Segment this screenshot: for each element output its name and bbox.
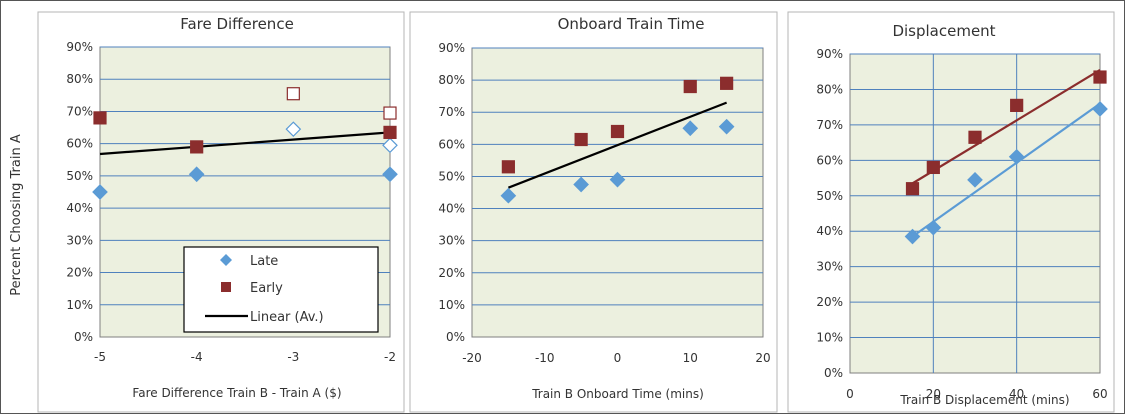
y-tick-label: 60% [816, 153, 843, 167]
early-point [926, 160, 940, 175]
y-tick-label: 90% [816, 47, 843, 61]
x-tick-label: 0 [846, 387, 854, 401]
x-tick-label: 10 [683, 351, 698, 365]
legend-label-linear: Linear (Av.) [250, 310, 324, 325]
x-axis-label: Fare Difference Train B - Train A ($) [132, 386, 341, 400]
y-tick-label: 30% [66, 233, 93, 247]
late-point [500, 187, 517, 204]
x-tick-label: 40 [1009, 387, 1024, 401]
early-point [286, 87, 300, 101]
y-tick-label: 30% [438, 234, 465, 248]
late-point [682, 120, 699, 137]
y-tick-label: 80% [438, 73, 465, 87]
late-point [718, 118, 735, 135]
y-tick-label: 0% [446, 330, 465, 344]
panel-frame [787, 11, 1115, 413]
early-point [968, 130, 982, 144]
early-point [610, 124, 625, 139]
panel-frame [409, 11, 778, 413]
x-tick-label: 20 [755, 351, 770, 365]
early-point [683, 79, 697, 94]
x-axis-label: Train B Displacement (mins) [899, 393, 1069, 407]
y-tick-label: 10% [66, 298, 93, 312]
y-tick-label: 0% [824, 366, 843, 380]
legend-box [183, 246, 379, 333]
y-tick-label: 50% [816, 189, 843, 203]
legend: Late Early Linear (Av.) [183, 246, 379, 333]
late-point [92, 184, 108, 200]
y-tick-label: 10% [438, 298, 465, 312]
trend-line [507, 101, 728, 189]
plot-area [849, 53, 1101, 374]
trend-line [911, 102, 1101, 238]
early-point [720, 76, 734, 90]
y-tick-label: 0% [74, 330, 93, 344]
y-tick-label: 40% [438, 202, 465, 216]
x-tick-label: 20 [926, 387, 941, 401]
x-tick-label: -20 [462, 351, 482, 365]
chart-title: Fare Difference [180, 15, 294, 33]
late-point [1008, 148, 1025, 165]
y-tick-label: 20% [66, 266, 93, 280]
early-point [501, 160, 515, 174]
y-tick-label: 70% [438, 105, 465, 119]
y-tick-label: 10% [816, 331, 843, 345]
late-point [967, 171, 983, 188]
y-tick-label: 70% [66, 104, 93, 118]
early-point [905, 182, 920, 196]
x-tick-label: 0 [614, 351, 622, 365]
late-point [188, 166, 205, 183]
y-tick-label: 90% [438, 41, 465, 55]
early-point [1093, 70, 1107, 84]
y-tick-label: 20% [438, 266, 465, 280]
late-point [382, 137, 398, 154]
chart-panel: 0% 10% 20% 30% 40% 50% 60% 70% 80% 90% 0 20 40 60 Disp… [787, 11, 1115, 413]
y-tick-label: 30% [816, 260, 843, 274]
trend-line [911, 69, 1101, 185]
early-point [190, 140, 204, 154]
x-tick-label: -5 [94, 350, 106, 364]
early-point [574, 132, 588, 147]
early-point [1010, 98, 1024, 112]
y-tick-label: 50% [66, 169, 93, 183]
y-tick-label: 40% [66, 201, 93, 215]
x-tick-label: -4 [191, 350, 203, 364]
x-tick-label: -2 [384, 350, 396, 364]
early-point [383, 125, 397, 139]
early-point [93, 111, 107, 125]
plot-area [471, 47, 764, 338]
late-point [904, 228, 921, 245]
late-point [382, 166, 398, 183]
late-point [285, 121, 302, 138]
late-point [1092, 101, 1108, 117]
chart-title: Onboard Train Time [558, 15, 705, 33]
legend-late-marker [220, 254, 232, 266]
y-tick-label: 20% [816, 295, 843, 309]
legend-early-marker [221, 282, 231, 292]
y-tick-label: 80% [816, 82, 843, 96]
x-tick-label: -3 [287, 350, 299, 364]
late-point [573, 176, 589, 193]
y-tick-label: 90% [66, 40, 93, 54]
legend-label-early: Early [250, 281, 283, 296]
legend-label-late: Late [250, 254, 278, 269]
y-tick-label: 40% [816, 224, 843, 238]
y-tick-label: 60% [438, 137, 465, 151]
y-tick-label: 50% [438, 169, 465, 183]
y-axis-label: Percent Choosing Train A [9, 134, 24, 296]
chart-title: Displacement [892, 22, 995, 40]
x-axis-label: Train B Onboard Time (mins) [531, 387, 704, 401]
late-point [925, 219, 942, 236]
early-point [383, 106, 397, 120]
y-tick-label: 70% [816, 118, 843, 132]
x-tick-label: 60 [1092, 387, 1107, 401]
chart-panel: 0% 10% 20% 30% 40% 50% 60% 70% 80% 90% -20 -10 0 10 20… [409, 11, 778, 413]
x-tick-label: -10 [535, 351, 555, 365]
trend-line [99, 131, 391, 156]
y-tick-label: 80% [66, 72, 93, 86]
panel-frame [37, 11, 405, 413]
y-tick-label: 60% [66, 137, 93, 151]
late-point [609, 171, 626, 188]
